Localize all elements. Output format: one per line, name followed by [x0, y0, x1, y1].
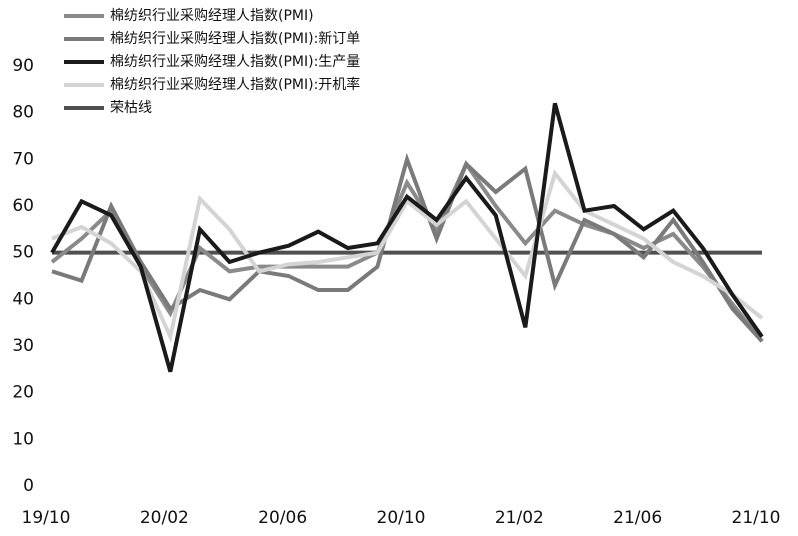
y-tick-label: 0 [23, 476, 34, 496]
series-line [51, 169, 764, 344]
series-line [50, 102, 764, 373]
y-tick-label: 10 [12, 429, 34, 449]
x-tick-label: 19/10 [22, 508, 71, 528]
series-line [50, 159, 764, 343]
y-tick-label: 20 [12, 383, 34, 403]
legend-label: 棉纺织行业采购经理人指数(PMI):开机率 [110, 76, 360, 93]
x-tick-label: 21/06 [613, 508, 662, 528]
legend-label: 棉纺织行业采购经理人指数(PMI):生产量 [110, 53, 360, 70]
legend-label: 棉纺织行业采购经理人指数(PMI) [110, 7, 314, 24]
x-tick-label: 20/06 [258, 508, 307, 528]
x-tick-label: 20/02 [140, 508, 189, 528]
x-tick-label: 21/02 [495, 508, 544, 528]
y-tick-label: 60 [12, 196, 34, 216]
series-line [51, 152, 764, 343]
y-tick-label: 90 [12, 56, 34, 76]
legend-label: 棉纺织行业采购经理人指数(PMI):新订单 [110, 30, 360, 47]
y-tick-label: 40 [12, 289, 34, 309]
x-tick-label: 21/10 [732, 508, 781, 528]
y-tick-label: 80 [12, 103, 34, 123]
legend-label: 荣枯线 [110, 100, 152, 116]
y-tick-label: 70 [12, 149, 34, 169]
x-tick-label: 20/10 [377, 508, 426, 528]
y-tick-label: 30 [12, 336, 34, 356]
y-tick-label: 50 [12, 243, 34, 263]
